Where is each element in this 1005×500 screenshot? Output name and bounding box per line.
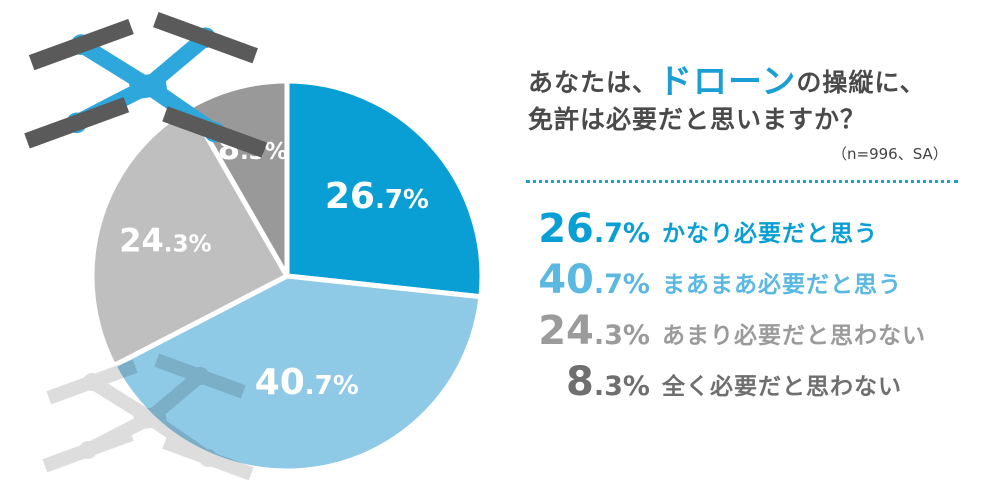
dotted-divider [526, 180, 958, 183]
legend-label: かなり必要だと思う [662, 221, 878, 247]
legend-percent-int: 40 [538, 257, 594, 303]
drone-arm [143, 369, 207, 425]
drone-propeller [153, 11, 258, 64]
drone-propeller [28, 18, 134, 71]
drone-body [129, 72, 167, 100]
legend-item: 26.7% かなり必要だと思う [470, 206, 980, 256]
legend-percent-int: 24 [538, 308, 594, 354]
pie-slice-3 [89, 104, 290, 369]
legend-percent: 24.3% [538, 308, 650, 354]
question-keyword: ドローン [658, 62, 797, 102]
drone-propeller [162, 435, 254, 481]
legend-percent-dec: .7% [593, 269, 650, 300]
drone-propeller [154, 353, 246, 399]
drone-motor [191, 367, 209, 385]
slice-label-1: 26.7% [325, 176, 429, 217]
slice-label-2: 40.7% [255, 362, 359, 403]
legend-percent-dec: .3% [593, 320, 650, 351]
legend-percent-int: 8 [566, 359, 594, 405]
drone-propeller [24, 97, 130, 149]
pie-slice-2 [111, 273, 484, 474]
drone-motor [199, 449, 217, 467]
legend-percent-dec: .7% [593, 218, 650, 249]
legend-percent: 26.7% [538, 206, 650, 252]
legend-label: あまり必要だと思わない [662, 323, 926, 349]
drone-propeller [42, 427, 134, 473]
drone-propeller [46, 359, 138, 405]
question-prefix: あなたは、 [528, 68, 659, 97]
sample-size: （n=996、SA） [832, 145, 948, 163]
legend-item: 24.3% あまり必要だと思わない [470, 308, 980, 358]
drone-icon [24, 11, 268, 158]
drone-shadow-icon [42, 353, 254, 481]
question-suffix: の操縦に、 [796, 68, 926, 97]
question-line-1: あなたは、ドローンの操縦に、 [528, 54, 926, 103]
legend-percent: 40.7% [538, 257, 650, 303]
drone-arm [143, 411, 215, 465]
legend-percent-int: 26 [538, 206, 594, 252]
legend-item: 40.7% まあまあ必要だと思う [470, 257, 980, 307]
drone-arm [85, 375, 157, 425]
drone-motor [83, 373, 101, 391]
legend-label: まあまあ必要だと思う [662, 272, 902, 298]
drone-body [133, 406, 167, 430]
question-line-2: 免許は必要だと思いますか？ [528, 105, 867, 134]
legend-label: 全く必要だと思わない [662, 374, 902, 400]
drone-propeller [162, 106, 268, 158]
drone-arm [81, 411, 157, 457]
drone-motor [79, 441, 97, 459]
pie-slice-1 [284, 78, 485, 300]
pie-chart: 26.7%40.7%24.3%8.3% [24, 11, 485, 481]
slice-label-3: 24.3% [119, 221, 211, 259]
legend-item: 8.3% 全く必要だと思わない [470, 359, 980, 409]
legend-percent-dec: .3% [593, 371, 650, 402]
legend-percent: 8.3% [566, 359, 650, 405]
